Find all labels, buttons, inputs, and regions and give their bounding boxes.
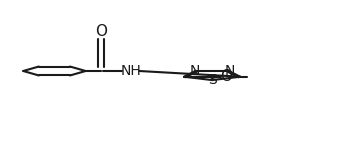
Text: O: O [95, 24, 107, 39]
Text: S: S [208, 73, 216, 87]
Text: NH: NH [120, 64, 141, 78]
Text: N: N [224, 64, 235, 78]
Text: N: N [190, 64, 200, 78]
Text: O: O [220, 69, 232, 84]
